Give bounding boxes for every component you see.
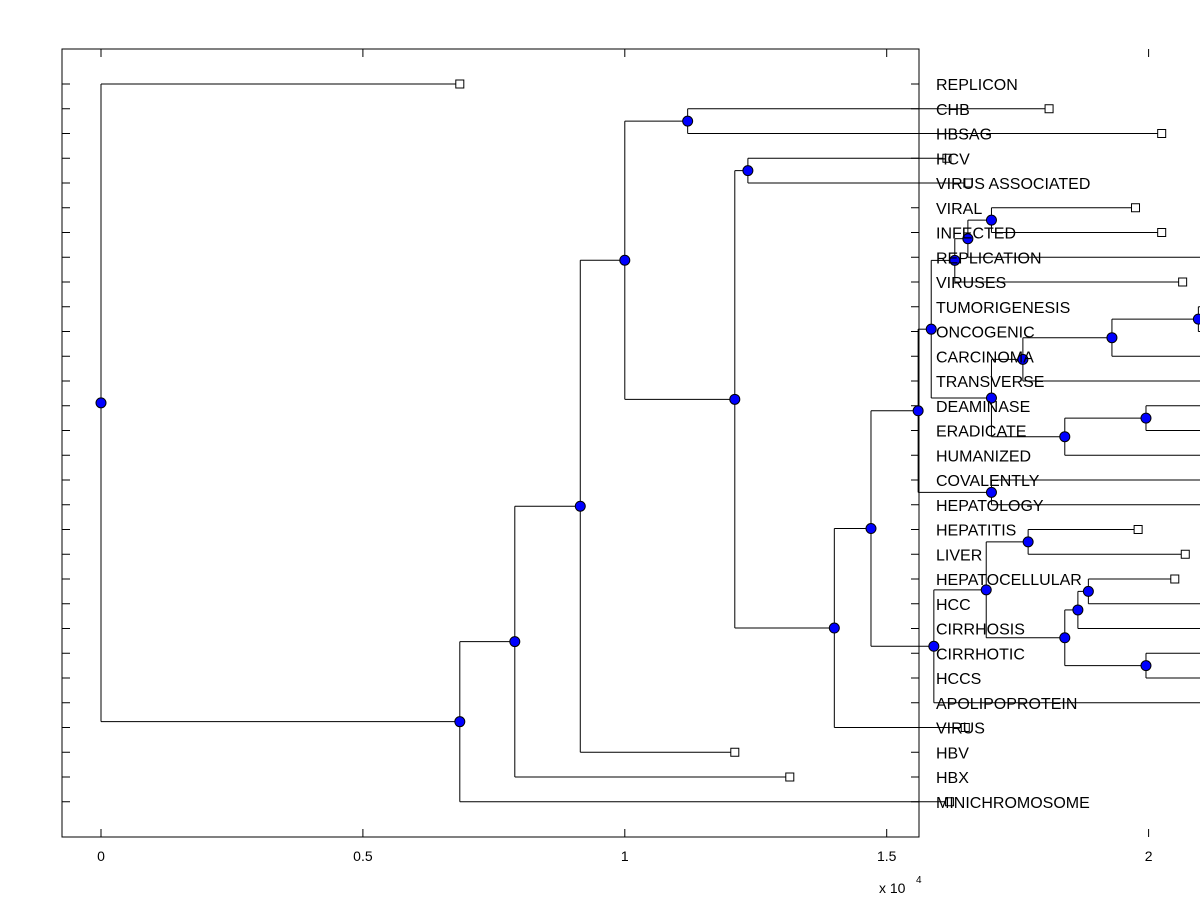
plot-frame xyxy=(61,48,920,838)
leaf-label: HBV xyxy=(936,745,969,762)
merge-node xyxy=(962,233,974,245)
leaf-marker xyxy=(960,723,970,732)
merge-node xyxy=(1022,536,1034,548)
x-tick-label: 0 xyxy=(97,848,105,864)
merge-node xyxy=(912,405,924,417)
x-tick-label: 2 xyxy=(1145,848,1153,864)
merge-node xyxy=(729,393,741,405)
merge-node xyxy=(928,640,940,652)
leaf-label: HCC xyxy=(936,597,971,614)
merge-node xyxy=(985,214,997,226)
merge-node xyxy=(619,254,631,266)
leaf-marker xyxy=(1157,129,1167,138)
leaf-label: APOLIPOPROTEIN xyxy=(936,696,1077,713)
merge-node xyxy=(509,636,521,648)
merge-node xyxy=(1017,353,1029,365)
merge-node xyxy=(1059,431,1071,443)
leaf-label: CHB xyxy=(936,102,970,119)
x-exponent-power: 4 xyxy=(916,875,922,886)
leaf-marker xyxy=(730,747,740,757)
x-axis: 00.511.522.53 xyxy=(97,49,1153,864)
x-exponent-base: x 10 xyxy=(879,880,906,896)
merge-node xyxy=(949,254,961,266)
leaf-markers xyxy=(455,79,1190,807)
leaf-label: HEPATOLOGY xyxy=(936,498,1044,515)
leaf-label: HBSAG xyxy=(936,127,992,144)
leaf-label: INFECTED xyxy=(936,226,1016,243)
leaf-label: CIRRHOTIC xyxy=(936,646,1025,663)
leaf-marker xyxy=(1178,277,1188,287)
leaf-label: DEAMINASE xyxy=(936,399,1030,416)
leaf-label: REPLICON xyxy=(936,77,1018,94)
merge-node xyxy=(1059,632,1071,644)
leaf-label: CARCINOMA xyxy=(936,349,1034,366)
merge-node xyxy=(1192,313,1200,325)
leaf-labels: REPLICON CHB HBSAG HCV VIRUS ASSOCIATED VIRAL… xyxy=(936,77,1090,812)
merge-node xyxy=(742,165,754,177)
merge-node xyxy=(1140,412,1152,424)
merge-node xyxy=(925,323,937,335)
leaf-label: VIRUS xyxy=(936,721,985,738)
merge-node xyxy=(95,397,107,409)
leaf-label: CIRRHOSIS xyxy=(936,622,1025,639)
x-tick-label: 1 xyxy=(621,848,629,864)
leaf-label: HEPATITIS xyxy=(936,523,1016,540)
merge-node xyxy=(1140,660,1152,672)
x-exponent: x 10 4 xyxy=(879,875,922,896)
merge-nodes xyxy=(95,115,1200,728)
leaf-marker xyxy=(1157,228,1167,237)
merge-node xyxy=(574,500,586,512)
leaf-label: ERADICATE xyxy=(936,424,1026,441)
leaf-marker xyxy=(945,797,955,807)
merge-node xyxy=(1072,604,1084,616)
x-tick-label: 0.5 xyxy=(353,848,373,864)
leaf-label: COVALENTLY xyxy=(936,473,1040,490)
leaf-label: REPLICATION xyxy=(936,250,1042,267)
x-tick-label: 1.5 xyxy=(877,848,897,864)
leaf-label: HCV xyxy=(936,151,970,168)
leaf-marker xyxy=(1131,203,1141,213)
merge-node xyxy=(985,392,997,404)
leaf-label: VIRUS ASSOCIATED xyxy=(936,176,1090,193)
merge-node xyxy=(1082,585,1094,597)
y-axis-ticks xyxy=(62,83,919,803)
leaf-label: MINICHROMOSOME xyxy=(936,795,1090,812)
leaf-marker xyxy=(1180,549,1190,559)
merge-node xyxy=(865,523,877,535)
merge-node xyxy=(682,115,694,127)
leaf-label: ONCOGENIC xyxy=(936,325,1035,342)
merge-node xyxy=(828,622,840,634)
merge-node xyxy=(454,716,466,728)
leaf-marker xyxy=(455,79,465,89)
leaf-label: VIRAL xyxy=(936,201,982,218)
leaf-marker xyxy=(1133,525,1143,534)
leaf-label: TRANSVERSE xyxy=(936,374,1044,391)
leaf-label: HUMANIZED xyxy=(936,448,1031,465)
leaf-marker xyxy=(942,153,952,163)
leaf-marker xyxy=(1170,574,1180,584)
leaf-marker xyxy=(1044,104,1054,114)
merge-node xyxy=(1106,332,1118,344)
leaf-label: LIVER xyxy=(936,547,982,564)
merge-node xyxy=(985,486,997,498)
leaf-marker xyxy=(785,772,795,782)
leaf-label: VIRUSES xyxy=(936,275,1006,292)
merge-node xyxy=(980,584,992,596)
leaf-label: TUMORIGENESIS xyxy=(936,300,1070,317)
leaf-label: HEPATOCELLULAR xyxy=(936,572,1082,589)
leaf-label: HCCS xyxy=(936,671,981,688)
leaf-marker xyxy=(963,178,973,188)
leaf-label: HBX xyxy=(936,770,969,787)
